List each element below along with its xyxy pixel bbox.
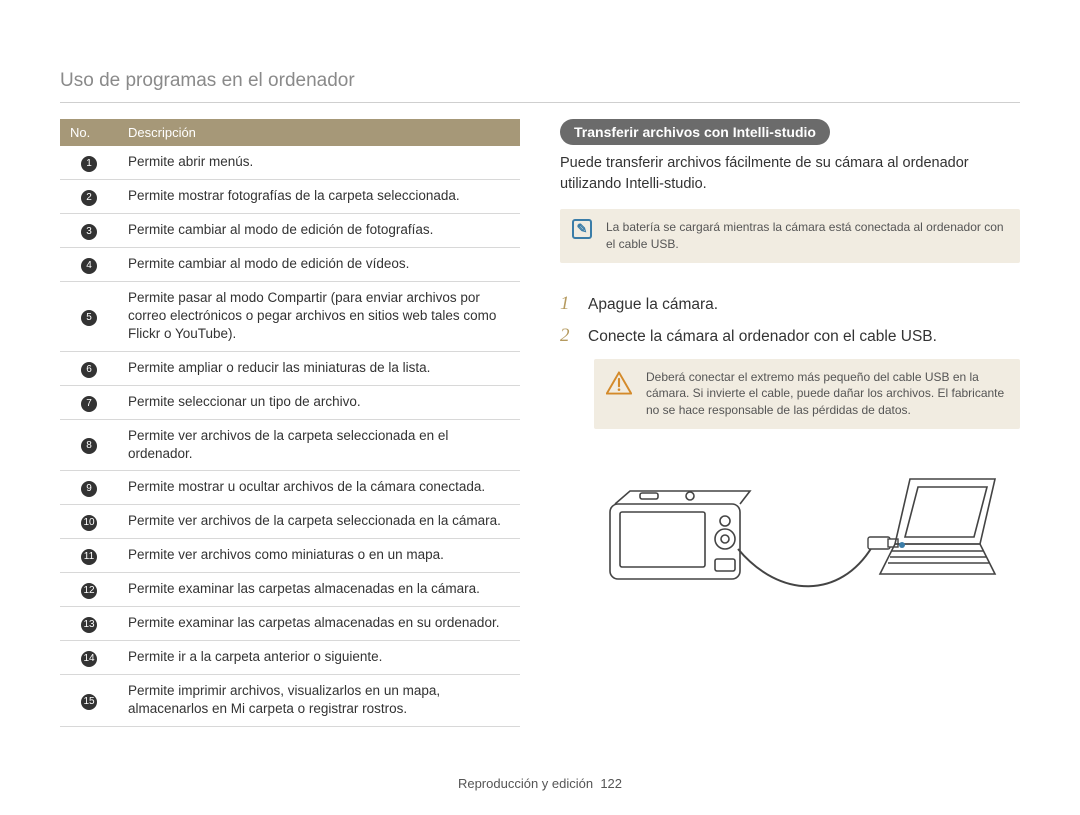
table-row: 14 Permite ir a la carpeta anterior o sig… [60, 641, 520, 675]
row-number-cell: 8 [60, 419, 118, 470]
page-title: Uso de programas en el ordenador [60, 70, 1020, 103]
table-row: 4 Permite cambiar al modo de edición de v… [60, 248, 520, 282]
table-row: 3 Permite cambiar al modo de edición de f… [60, 214, 520, 248]
number-bullet: 6 [81, 362, 97, 378]
row-description: Permite mostrar u ocultar archivos de la… [118, 471, 520, 505]
number-bullet: 4 [81, 258, 97, 274]
step-number: 1 [560, 293, 578, 315]
number-bullet: 14 [81, 651, 97, 667]
step-item: 2 Conecte la cámara al ordenador con el c… [560, 325, 1020, 347]
table-row: 13 Permite examinar las carpetas almacena… [60, 607, 520, 641]
number-bullet: 5 [81, 310, 97, 326]
table-row: 2 Permite mostrar fotografías de la carpe… [60, 180, 520, 214]
step-text: Conecte la cámara al ordenador con el ca… [588, 328, 937, 346]
warning-text: Deberá conectar el extremo más pequeño d… [646, 370, 1004, 418]
table-row: 15 Permite imprimir archivos, visualizarl… [60, 675, 520, 726]
table-row: 9 Permite mostrar u ocultar archivos de l… [60, 471, 520, 505]
connection-illustration [560, 449, 1020, 609]
row-description: Permite imprimir archivos, visualizarlos… [118, 675, 520, 726]
number-bullet: 1 [81, 156, 97, 172]
row-number-cell: 4 [60, 248, 118, 282]
page-footer: Reproducción y edición 122 [0, 776, 1080, 791]
row-description: Permite pasar al modo Compartir (para en… [118, 282, 520, 352]
row-description: Permite ver archivos de la carpeta selec… [118, 419, 520, 470]
row-description: Permite abrir menús. [118, 146, 520, 180]
row-number-cell: 10 [60, 505, 118, 539]
description-table-container: No. Descripción 1 Permite abrir menús. 2 Pe… [60, 119, 520, 727]
table-header-desc: Descripción [118, 119, 520, 146]
step-item: 1 Apague la cámara. [560, 293, 1020, 315]
info-icon: ✎ [572, 219, 592, 239]
number-bullet: 15 [81, 694, 97, 710]
description-table: No. Descripción 1 Permite abrir menús. 2 Pe… [60, 119, 520, 727]
row-description: Permite cambiar al modo de edición de fo… [118, 214, 520, 248]
footer-page-number: 122 [600, 776, 622, 791]
row-description: Permite examinar las carpetas almacenada… [118, 573, 520, 607]
row-number-cell: 7 [60, 385, 118, 419]
row-number-cell: 15 [60, 675, 118, 726]
step-number: 2 [560, 325, 578, 347]
row-number-cell: 9 [60, 471, 118, 505]
section-heading: Transferir archivos con Intelli-studio [560, 119, 830, 145]
table-row: 7 Permite seleccionar un tipo de archivo. [60, 385, 520, 419]
row-number-cell: 2 [60, 180, 118, 214]
step-list: 1 Apague la cámara. 2 Conecte la cámara al … [560, 293, 1020, 347]
number-bullet: 12 [81, 583, 97, 599]
info-note: ✎ La batería se cargará mientras la cáma… [560, 209, 1020, 263]
table-row: 11 Permite ver archivos como miniaturas o… [60, 539, 520, 573]
row-description: Permite ir a la carpeta anterior o sigui… [118, 641, 520, 675]
warning-icon [606, 371, 632, 395]
row-description: Permite ampliar o reducir las miniaturas… [118, 351, 520, 385]
table-row: 12 Permite examinar las carpetas almacena… [60, 573, 520, 607]
number-bullet: 10 [81, 515, 97, 531]
number-bullet: 2 [81, 190, 97, 206]
warning-note: Deberá conectar el extremo más pequeño d… [594, 359, 1020, 429]
number-bullet: 7 [81, 396, 97, 412]
table-row: 6 Permite ampliar o reducir las miniatura… [60, 351, 520, 385]
row-number-cell: 13 [60, 607, 118, 641]
info-note-text: La batería se cargará mientras la cámara… [606, 220, 1004, 251]
number-bullet: 8 [81, 438, 97, 454]
row-number-cell: 12 [60, 573, 118, 607]
row-number-cell: 3 [60, 214, 118, 248]
number-bullet: 11 [81, 549, 97, 565]
row-number-cell: 1 [60, 146, 118, 180]
row-description: Permite seleccionar un tipo de archivo. [118, 385, 520, 419]
row-number-cell: 5 [60, 282, 118, 352]
footer-section: Reproducción y edición [458, 776, 593, 791]
intro-text: Puede transferir archivos fácilmente de … [560, 153, 1020, 195]
row-description: Permite cambiar al modo de edición de ví… [118, 248, 520, 282]
row-number-cell: 6 [60, 351, 118, 385]
table-row: 1 Permite abrir menús. [60, 146, 520, 180]
table-row: 5 Permite pasar al modo Compartir (para e… [60, 282, 520, 352]
row-description: Permite ver archivos como miniaturas o e… [118, 539, 520, 573]
row-number-cell: 11 [60, 539, 118, 573]
row-number-cell: 14 [60, 641, 118, 675]
number-bullet: 13 [81, 617, 97, 633]
row-description: Permite mostrar fotografías de la carpet… [118, 180, 520, 214]
table-row: 8 Permite ver archivos de la carpeta sele… [60, 419, 520, 470]
number-bullet: 9 [81, 481, 97, 497]
number-bullet: 3 [81, 224, 97, 240]
row-description: Permite examinar las carpetas almacenada… [118, 607, 520, 641]
step-text: Apague la cámara. [588, 296, 718, 314]
table-row: 10 Permite ver archivos de la carpeta sel… [60, 505, 520, 539]
row-description: Permite ver archivos de la carpeta selec… [118, 505, 520, 539]
table-header-no: No. [60, 119, 118, 146]
